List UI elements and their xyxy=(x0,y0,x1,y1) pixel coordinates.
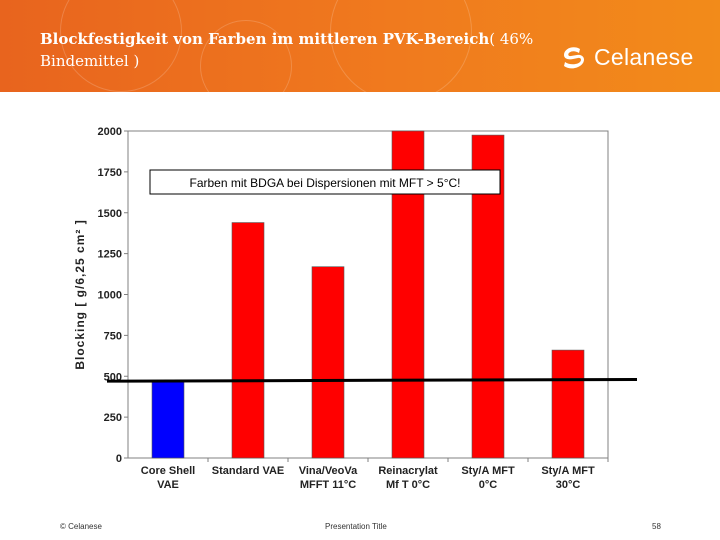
slide-title: Blockfestigkeit von Farben im mittleren … xyxy=(40,28,560,72)
slide-title-rest: ( 46% Bindemittel ) xyxy=(40,30,534,70)
annotation-text: Farben mit BDGA bei Dispersionen mit MFT… xyxy=(189,176,460,190)
celanese-logo-icon xyxy=(564,47,585,69)
x-tick-label: Mf T 0°C xyxy=(386,479,430,491)
bar xyxy=(231,222,265,459)
x-tick-label: Standard VAE xyxy=(212,465,285,477)
celanese-logo: Celanese xyxy=(560,40,694,74)
footer-presentation-title: Presentation Title xyxy=(325,522,387,531)
x-tick-label: Core Shell xyxy=(141,465,195,477)
y-tick-label: 1250 xyxy=(98,249,122,261)
x-tick-label: Vina/VeoVa xyxy=(299,465,358,477)
y-tick-label: 750 xyxy=(104,330,122,342)
bar xyxy=(151,380,185,459)
y-tick-label: 1750 xyxy=(98,167,122,179)
x-tick-label: 0°C xyxy=(479,479,498,491)
celanese-logo-text: Celanese xyxy=(594,43,694,70)
bar xyxy=(551,349,585,459)
x-tick-label: 30°C xyxy=(556,479,581,491)
y-tick-label: 0 xyxy=(116,453,122,465)
y-tick-label: 1000 xyxy=(98,290,122,302)
slide-title-bold: Blockfestigkeit von Farben im mittleren … xyxy=(40,30,490,48)
slide-header: Blockfestigkeit von Farben im mittleren … xyxy=(0,0,720,92)
x-tick-label: Reinacrylat xyxy=(378,465,438,477)
y-tick-label: 1500 xyxy=(98,208,122,220)
y-axis-label: Blocking [ g/6,25 cm² ] xyxy=(73,219,87,369)
y-tick-label: 2000 xyxy=(98,126,122,138)
annotation-box xyxy=(149,169,501,195)
x-tick-label: Sty/A MFT xyxy=(461,465,515,477)
x-tick-label: Sty/A MFT xyxy=(541,465,595,477)
bar xyxy=(311,266,345,459)
reference-line xyxy=(106,378,638,383)
footer-page-number: 58 xyxy=(652,522,661,531)
footer-copyright: © Celanese xyxy=(60,522,102,531)
x-tick-label: VAE xyxy=(157,479,179,491)
x-tick-label: MFFT 11°C xyxy=(300,479,356,491)
y-tick-label: 250 xyxy=(104,412,122,424)
